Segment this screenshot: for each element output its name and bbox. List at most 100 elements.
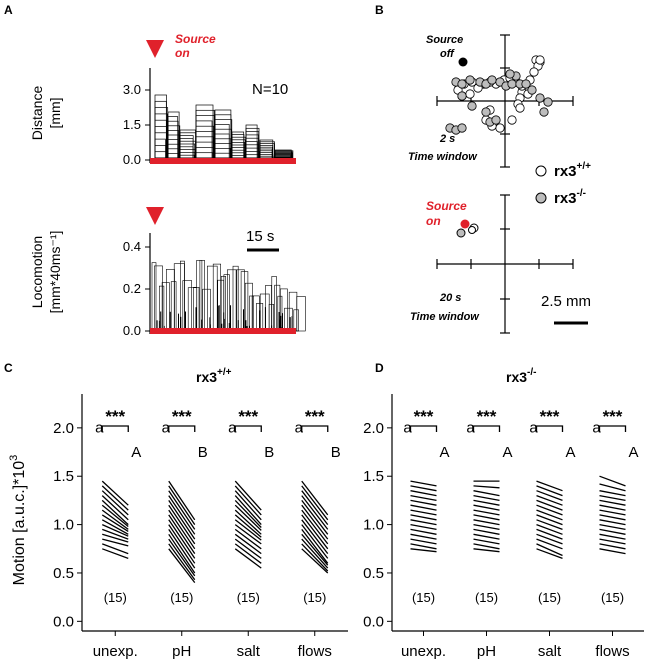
paired-line: [599, 543, 626, 550]
locomotion-traces: [151, 259, 306, 332]
paired-line: [599, 528, 626, 535]
paired-line: [234, 519, 262, 541]
paired-line: [168, 490, 196, 530]
paired-line: [168, 514, 196, 554]
paired-line: [168, 538, 196, 577]
paired-line: [301, 509, 329, 545]
paired-line: [410, 533, 437, 540]
group-letter-after: B: [264, 444, 274, 461]
significance-bracket: [535, 425, 564, 432]
paired-line: [101, 504, 129, 528]
time-window-2s-line2: Time window: [408, 151, 478, 163]
paired-line: [599, 509, 626, 516]
distance-ytick-label: 3.0: [123, 82, 141, 97]
paired-line: [301, 480, 329, 516]
paired-line: [101, 524, 129, 537]
paired-line: [101, 495, 129, 521]
panel-label-a: A: [4, 3, 13, 17]
paired-line: [234, 543, 262, 564]
category-label: salt: [237, 643, 261, 660]
sample-size-label: (15): [104, 590, 127, 605]
paired-line: [234, 524, 262, 545]
significance-bracket: [234, 425, 262, 432]
group-letter-after: A: [565, 444, 575, 461]
paired-line: [101, 485, 129, 511]
y-tick-label: 0.0: [363, 613, 384, 630]
panel-c: C rx3+/+ Motion [a.u.c.]*103 0.0 0.5 1.0 1.…: [4, 361, 348, 660]
paired-line: [473, 538, 500, 545]
fish-position-wt: [495, 123, 505, 133]
paired-line: [473, 543, 500, 550]
paired-line: [536, 499, 563, 511]
group-letter-after: B: [198, 444, 208, 461]
source-on-label-line1: Source: [426, 199, 467, 213]
distance-trace-step: [245, 141, 258, 159]
distance-trace-step: [231, 155, 245, 159]
fish-position-wt: [529, 67, 539, 77]
paired-line: [410, 538, 437, 545]
distance-trace-step: [214, 114, 232, 159]
paired-line: [301, 490, 329, 525]
paired-line: [599, 494, 626, 502]
source-on-label-line2: on: [175, 46, 190, 60]
category-label: flows: [595, 643, 629, 660]
source-position-dot: [458, 57, 468, 67]
source-on-marker-icon: [146, 207, 164, 225]
distance-ytick-label: 1.5: [123, 117, 141, 132]
distance-trace-step: [179, 143, 196, 159]
paired-line: [536, 533, 563, 545]
paired-line: [168, 504, 196, 545]
locomotion-trace-step: [271, 276, 277, 332]
fish-position-wt: [468, 226, 476, 234]
fish-position-mutant: [535, 93, 545, 103]
distance-trace-step: [179, 154, 195, 159]
fish-position-wt: [535, 55, 545, 65]
sample-size-label: (15): [303, 590, 326, 605]
time-window-20s-line2: Time window: [410, 311, 480, 323]
paired-line: [473, 499, 500, 506]
locomotion-trace-step: [154, 265, 163, 332]
paired-line: [168, 529, 196, 569]
significance-stars: ***: [172, 407, 192, 426]
paired-line: [473, 528, 500, 535]
paired-line: [599, 490, 626, 497]
paired-line: [101, 519, 129, 535]
significance-stars: ***: [305, 407, 325, 426]
significance-stars: ***: [414, 407, 434, 426]
sample-size-label: (15): [237, 590, 260, 605]
chart-c-ylabel: Motion [a.u.c.]*103: [8, 455, 28, 586]
distance-trace-step: [195, 131, 215, 159]
paired-line: [301, 533, 329, 566]
paired-line: [536, 519, 563, 531]
significance-stars: ***: [105, 407, 125, 426]
paired-line: [473, 523, 500, 531]
source-on-label-line2: on: [426, 214, 441, 228]
legend-label-mutant: rx3-/-: [554, 188, 586, 207]
fish-position-mutant: [481, 107, 491, 117]
significance-stars: ***: [477, 407, 497, 426]
sample-size-label: (15): [538, 590, 561, 605]
group-letter-before: a: [466, 420, 475, 437]
genotype-legend: rx3+/+ rx3-/-: [535, 161, 591, 207]
locomotion-trace-step: [293, 309, 299, 332]
distance-trace-step: [167, 153, 179, 159]
y-tick-label: 0.5: [53, 565, 74, 582]
paired-line: [301, 485, 329, 521]
sample-size-label: (15): [170, 590, 193, 605]
space-scalebar-label: 2.5 mm: [541, 293, 591, 310]
locomotion-ytick-label: 0.2: [123, 281, 141, 296]
panel-label-d: D: [375, 361, 384, 375]
significance-bracket: [168, 425, 196, 432]
paired-line: [536, 523, 563, 535]
fish-position-mutant: [457, 79, 467, 89]
paired-line: [410, 514, 437, 521]
group-letter-before: a: [592, 420, 601, 437]
paired-line: [168, 548, 196, 583]
locomotion-ytick-label: 0.4: [123, 239, 141, 254]
distance-ylabel-line2: [mm]: [47, 97, 63, 128]
source-on-marker-icon: [146, 40, 164, 58]
paired-line: [234, 490, 262, 521]
group-letter-before: a: [162, 420, 171, 437]
legend-marker-mutant: [535, 192, 547, 204]
paired-line: [101, 509, 129, 530]
